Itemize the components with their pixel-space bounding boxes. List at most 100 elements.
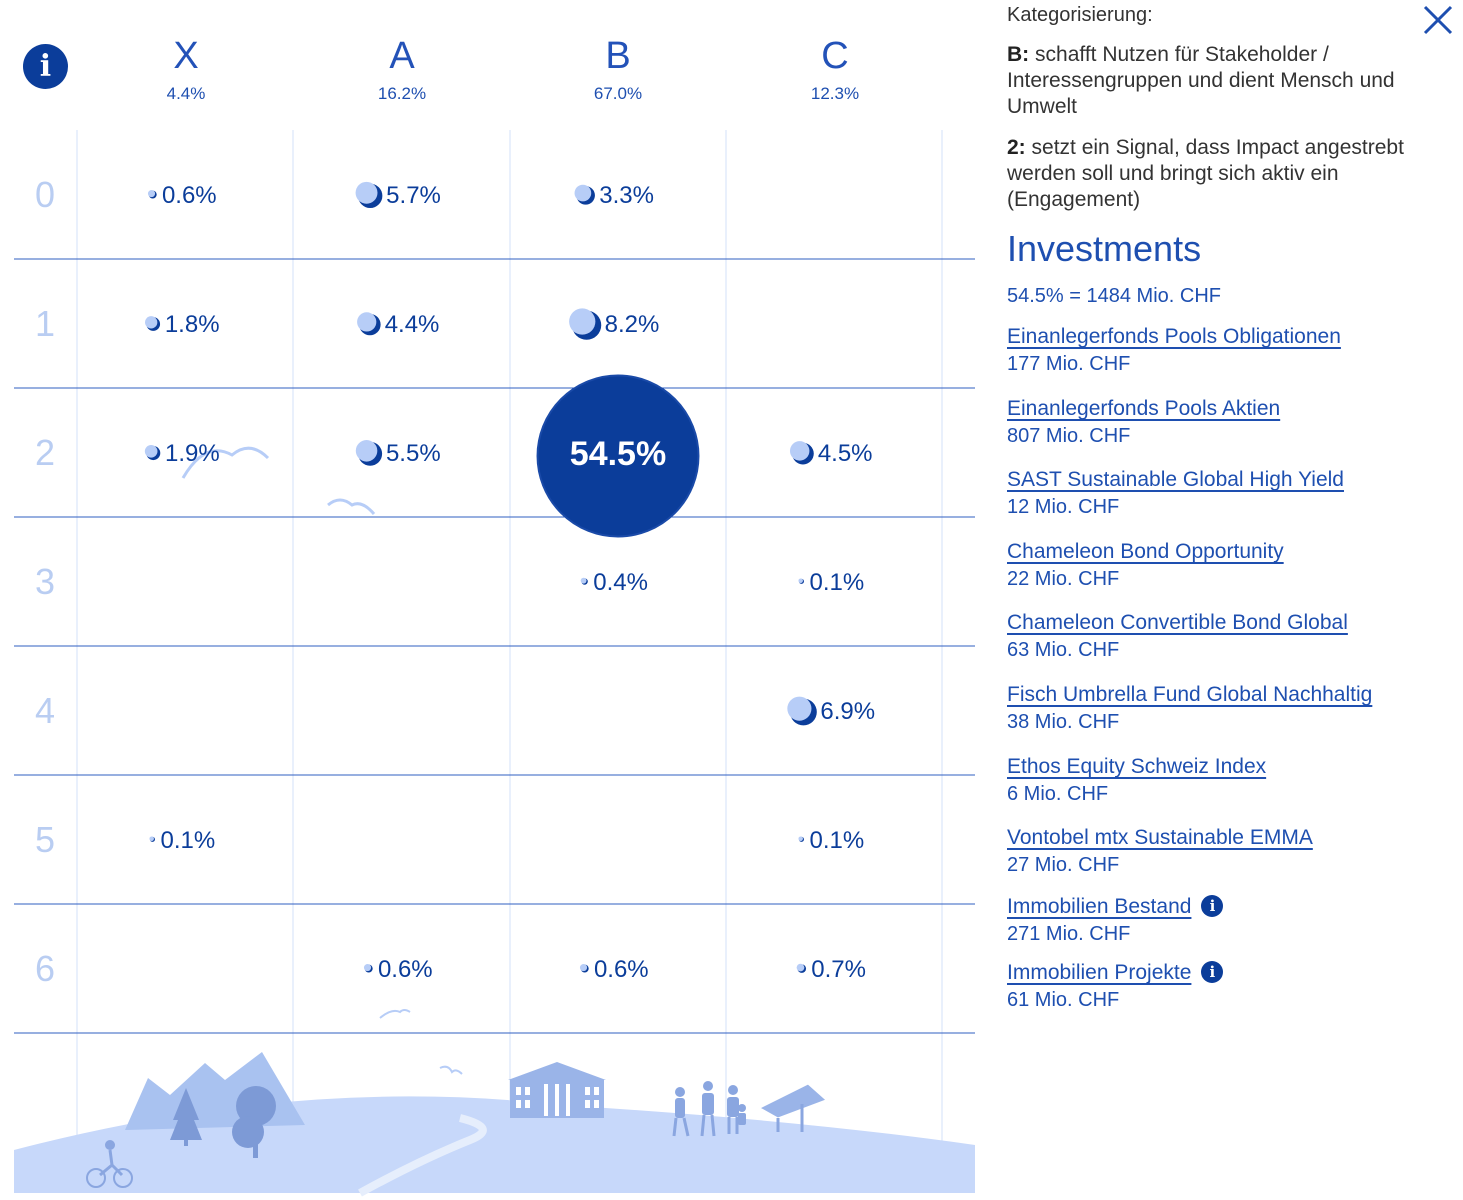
bubble-mark — [357, 312, 377, 332]
column-letter: C — [821, 35, 849, 77]
bubble-mark — [580, 577, 587, 584]
bubble-cell[interactable]: 0.6% — [363, 956, 433, 983]
bubble-mark — [355, 440, 378, 462]
impact-matrix-chart: 0 1 2 3 4 5 6 0.6% 5.7% 3.3% 1.8% 4.4% 8.2% 1.9% 5.5%… — [14, 130, 975, 1197]
bubble-cell[interactable]: 1.9% — [144, 440, 220, 467]
bubble-label: 0.6% — [162, 182, 217, 209]
fund-link[interactable]: Immobilien Bestand — [1007, 895, 1192, 918]
bubble-cell[interactable]: 1.8% — [145, 311, 220, 338]
info-icon[interactable]: i — [1201, 895, 1224, 917]
column-letter: X — [173, 35, 199, 77]
bubble-mark — [569, 308, 596, 335]
column-header-X[interactable]: X 4.4% — [78, 34, 294, 104]
fund-amount: 38 Mio. CHF — [1007, 711, 1120, 733]
bubble-mark — [579, 964, 588, 972]
bubble-cell[interactable]: 0.1% — [149, 827, 215, 854]
column-header-B[interactable]: B 67.0% — [510, 34, 726, 104]
grid-lines — [14, 130, 975, 1190]
fund-item: Einanlegerfonds Pools Aktien 807 Mio. CHF — [1007, 397, 1457, 448]
fund-item: SAST Sustainable Global High Yield 12 Mio… — [1007, 468, 1457, 519]
bubble-cell[interactable]: 54.5% — [536, 374, 700, 538]
bubble-cell[interactable]: 0.1% — [798, 569, 864, 596]
row-label-3: 3 — [35, 561, 55, 602]
fund-link[interactable]: Fisch Umbrella Fund Global Nachhaltig — [1007, 683, 1373, 706]
fund-item: Immobilien Projekte i 61 Mio. CHF — [1007, 961, 1457, 1012]
fund-amount: 6 Mio. CHF — [1007, 783, 1109, 805]
bubble-label: 1.8% — [165, 311, 220, 338]
fund-item: Fisch Umbrella Fund Global Nachhaltig 38 … — [1007, 683, 1457, 734]
column-header-C[interactable]: C 12.3% — [727, 34, 943, 104]
fund-link[interactable]: Einanlegerfonds Pools Obligationen — [1007, 325, 1341, 348]
fund-amount: 177 Mio. CHF — [1007, 353, 1131, 375]
bubble-mark — [363, 964, 372, 972]
bubble-label: 0.6% — [378, 956, 433, 983]
fund-link[interactable]: Chameleon Convertible Bond Global — [1007, 611, 1348, 634]
bubble-label: 5.7% — [386, 182, 441, 209]
category-b-description: B: schafft Nutzen für Stakeholder / Inte… — [1007, 42, 1457, 120]
bubble-mark — [574, 184, 592, 202]
bubble-label: 4.5% — [818, 440, 873, 467]
bubble-cell[interactable]: 0.7% — [796, 956, 866, 983]
bubble-cell[interactable]: 0.1% — [798, 827, 864, 854]
level-2-description: 2: setzt ein Signal, dass Impact angestr… — [1007, 135, 1457, 213]
fund-amount: 63 Mio. CHF — [1007, 639, 1120, 661]
bubble-label: 0.7% — [811, 956, 866, 983]
bubble-label: 0.1% — [810, 827, 865, 854]
fund-link[interactable]: Immobilien Projekte — [1007, 961, 1192, 984]
bubble-mark — [147, 190, 156, 198]
bubble-label: 1.9% — [165, 440, 220, 467]
column-header-A[interactable]: A 16.2% — [294, 34, 510, 104]
level-2-text: setzt ein Signal, dass Impact angestrebt… — [1007, 136, 1404, 211]
bubble-label: 6.9% — [820, 698, 875, 725]
row-label-0: 0 — [35, 174, 55, 215]
bubble-mark — [145, 316, 158, 329]
bubble-cell[interactable]: 5.7% — [355, 181, 441, 209]
fund-amount: 12 Mio. CHF — [1007, 496, 1120, 518]
row-labels: 0 1 2 3 4 5 6 — [35, 174, 55, 989]
bubble-cell[interactable]: 5.5% — [355, 440, 441, 467]
bubble-cell[interactable]: 4.4% — [357, 311, 439, 338]
bubble-mark — [355, 181, 378, 204]
fund-item: Einanlegerfonds Pools Obligationen 177 Mi… — [1007, 325, 1457, 376]
bubble-cell[interactable]: 8.2% — [569, 308, 659, 340]
fund-link[interactable]: Einanlegerfonds Pools Aktien — [1007, 397, 1281, 420]
column-letter: B — [605, 35, 631, 77]
bubble-label: 54.5% — [570, 435, 666, 473]
fund-item: Chameleon Convertible Bond Global 63 Mio.… — [1007, 611, 1457, 662]
investments-title: Investments — [1007, 228, 1202, 269]
bubble-cell[interactable]: 0.4% — [580, 569, 648, 596]
fund-item: Vontobel mtx Sustainable EMMA 27 Mio. CHF — [1007, 826, 1457, 877]
bubble-cell[interactable]: 6.9% — [787, 696, 875, 726]
bubble-mark — [798, 836, 803, 841]
fund-amount: 27 Mio. CHF — [1007, 854, 1120, 876]
bubble-cell[interactable]: 4.5% — [789, 440, 873, 467]
bubble-cell[interactable]: 3.3% — [574, 182, 654, 209]
bubbles: 0.6% 5.7% 3.3% 1.8% 4.4% 8.2% 1.9% 5.5% 54.5% 4.5… — [144, 181, 875, 983]
row-label-2: 2 — [35, 432, 55, 473]
fund-link[interactable]: Ethos Equity Schweiz Index — [1007, 755, 1267, 778]
categorization-title: Kategorisierung: — [1007, 4, 1153, 26]
bubble-cell[interactable]: 0.6% — [147, 182, 217, 209]
column-total: 67.0% — [593, 84, 643, 103]
fund-amount: 271 Mio. CHF — [1007, 923, 1131, 945]
bubble-mark — [789, 441, 810, 461]
fund-link[interactable]: SAST Sustainable Global High Yield — [1007, 468, 1344, 491]
column-total: 12.3% — [810, 84, 860, 103]
bubble-mark — [149, 836, 154, 841]
fund-link[interactable]: Chameleon Bond Opportunity — [1007, 540, 1284, 563]
bubble-mark — [144, 444, 158, 458]
bubble-mark-selected[interactable] — [536, 374, 700, 538]
info-icon[interactable]: i — [23, 44, 68, 89]
column-total: 16.2% — [377, 84, 427, 103]
column-total: 4.4% — [166, 84, 206, 103]
fund-link[interactable]: Vontobel mtx Sustainable EMMA — [1007, 826, 1313, 849]
bubble-label: 0.1% — [810, 569, 865, 596]
category-b-text: schafft Nutzen für Stakeholder / Interes… — [1007, 43, 1395, 118]
column-letter: A — [389, 35, 415, 77]
bubble-label: 0.6% — [594, 956, 649, 983]
fund-amount: 807 Mio. CHF — [1007, 425, 1131, 447]
info-icon[interactable]: i — [1201, 961, 1224, 983]
bubble-mark — [798, 578, 803, 583]
bubble-cell[interactable]: 0.6% — [579, 956, 649, 983]
close-icon[interactable] — [1422, 4, 1454, 36]
